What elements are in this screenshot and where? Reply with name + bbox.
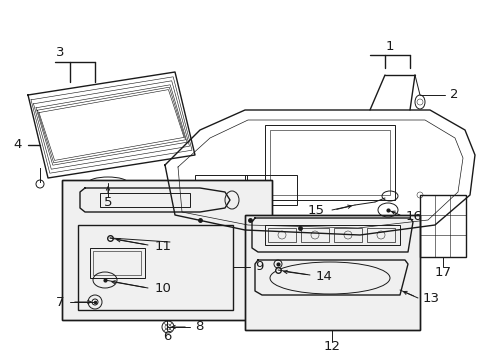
Bar <box>244 215 419 330</box>
Bar <box>267 228 295 242</box>
Text: 17: 17 <box>434 266 450 279</box>
Text: 3: 3 <box>56 46 64 59</box>
Text: 15: 15 <box>307 204 325 217</box>
Text: 2: 2 <box>449 89 458 102</box>
Text: 9: 9 <box>254 261 263 274</box>
Bar <box>93 251 141 275</box>
Text: 8: 8 <box>195 320 203 333</box>
Bar <box>62 180 271 320</box>
Text: 1: 1 <box>385 40 393 54</box>
Bar <box>419 195 465 257</box>
Bar <box>195 175 246 205</box>
Bar <box>62 180 271 320</box>
Text: 14: 14 <box>315 270 332 283</box>
Bar <box>78 225 232 310</box>
Bar <box>301 228 328 242</box>
Text: 10: 10 <box>155 283 171 296</box>
Text: 11: 11 <box>155 239 172 252</box>
Text: 7: 7 <box>55 296 64 309</box>
Bar <box>264 225 399 245</box>
Text: 6: 6 <box>163 329 171 342</box>
Bar <box>90 248 145 278</box>
Text: 5: 5 <box>103 195 112 208</box>
Bar <box>366 228 394 242</box>
Bar <box>100 193 190 207</box>
Text: 13: 13 <box>422 292 439 306</box>
Bar <box>244 215 419 330</box>
Bar <box>333 228 361 242</box>
Text: 4: 4 <box>14 139 22 152</box>
Bar <box>264 125 394 200</box>
Bar <box>244 175 296 205</box>
Text: 12: 12 <box>323 341 340 354</box>
Bar <box>269 130 389 195</box>
Text: 16: 16 <box>405 210 422 222</box>
